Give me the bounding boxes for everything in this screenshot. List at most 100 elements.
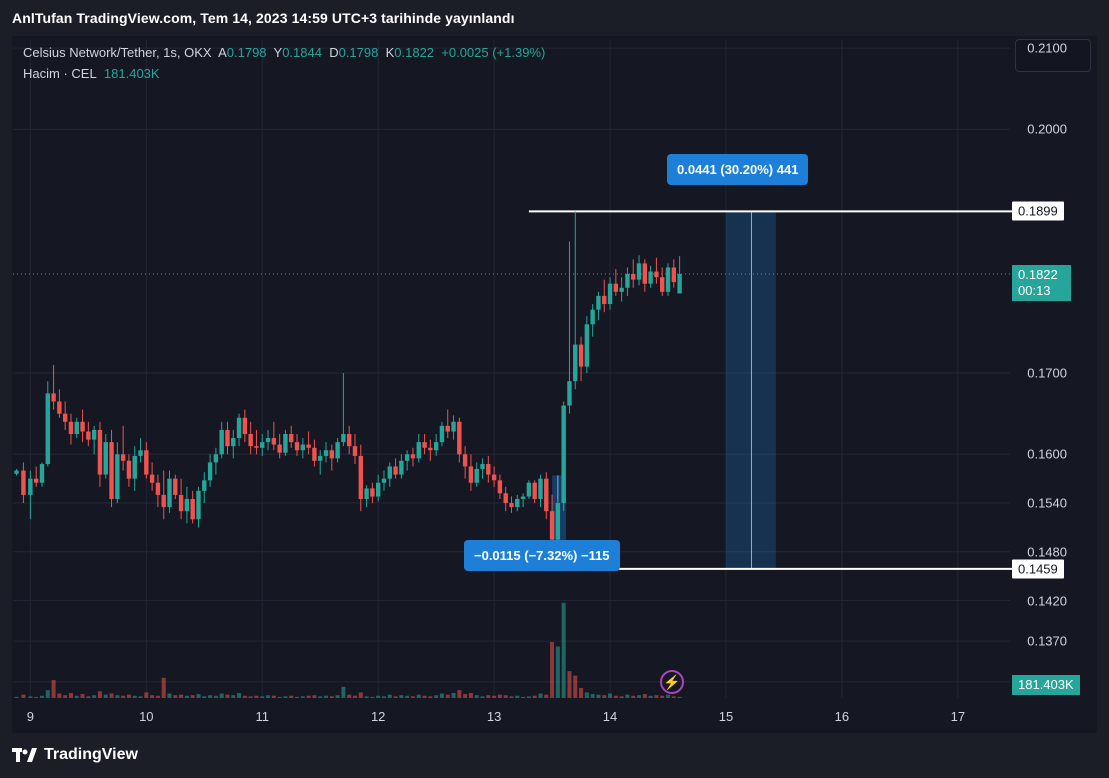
volume-bar <box>660 695 665 698</box>
volume-bar <box>677 696 682 698</box>
candle-body <box>404 454 410 461</box>
candle-body <box>433 442 439 451</box>
volume-bar <box>115 695 120 698</box>
volume-bar <box>538 693 543 698</box>
top-right-button[interactable] <box>1015 39 1091 72</box>
volume-bar <box>21 694 26 698</box>
volume-bar <box>213 695 218 698</box>
flash-icon[interactable]: ⚡ <box>660 670 684 694</box>
volume-bar <box>237 692 242 698</box>
legend-close-label: K <box>385 45 395 60</box>
price-tick-label: 0.1540 <box>1027 495 1067 511</box>
candle-body <box>561 405 566 504</box>
candle-body <box>428 447 433 451</box>
volume-bar <box>225 694 230 698</box>
candle-body <box>109 442 114 499</box>
volume-bar <box>57 693 62 698</box>
time-tick-label: 10 <box>139 709 154 724</box>
volume-bar <box>666 694 671 698</box>
candle-body <box>457 421 462 455</box>
volume-bar <box>642 694 647 698</box>
candle-body <box>602 295 607 305</box>
volume-bar <box>324 695 329 698</box>
candle-body <box>468 466 474 483</box>
candle-body <box>254 446 259 448</box>
volume-bar <box>144 692 149 698</box>
candle-body <box>375 482 381 497</box>
volume-bar <box>376 695 381 698</box>
volume-bar <box>631 695 636 698</box>
volume-bar <box>521 696 526 698</box>
legend-high-label: Y <box>273 45 283 60</box>
candle-body <box>526 482 532 497</box>
time-tick-label: 13 <box>486 709 502 724</box>
time-tick-label: 16 <box>834 709 850 724</box>
volume-bar <box>63 695 68 698</box>
candle-body <box>520 496 526 499</box>
measure-label-up[interactable]: 0.0441 (30.20%) 441 <box>667 154 809 185</box>
volume-bar <box>584 692 589 698</box>
candle-body <box>648 271 653 284</box>
candle-body <box>265 438 271 443</box>
volume-bar <box>613 695 618 698</box>
candle-body <box>277 444 282 453</box>
volume-bar <box>509 696 514 698</box>
volume-bar <box>405 695 410 698</box>
volume-bar <box>364 696 369 698</box>
volume-bar <box>341 686 346 698</box>
legend-ohlc: Celsius Network/Tether, 1s, OKX A0.1798 … <box>23 45 545 60</box>
volume-bar <box>329 696 334 698</box>
volume-bar <box>138 696 143 698</box>
volume-bar <box>51 680 56 698</box>
volume-bars <box>14 602 682 698</box>
candles <box>14 211 682 569</box>
volume-bar <box>300 696 305 698</box>
volume-bar <box>14 696 19 698</box>
candle-body <box>86 431 91 440</box>
volume-bar <box>289 695 294 698</box>
candle-body <box>300 444 306 451</box>
price-tick-label: 0.1480 <box>1027 544 1067 560</box>
volume-bar <box>260 696 265 698</box>
volume-bar <box>428 696 433 698</box>
candle-body <box>184 498 190 512</box>
volume-bar <box>393 696 398 698</box>
candle-body <box>207 462 213 481</box>
candle-body <box>312 447 317 461</box>
volume-bar <box>277 696 282 698</box>
volume-bar <box>463 694 468 698</box>
volume-bar <box>486 695 491 698</box>
price-tick-label: 0.1420 <box>1027 593 1067 609</box>
chart-frame[interactable] <box>12 36 1097 733</box>
candle-body <box>57 401 62 414</box>
price-tick-label: 0.1370 <box>1027 633 1067 649</box>
candle-body <box>410 454 416 459</box>
volume-bar <box>602 695 607 698</box>
candle-body <box>242 417 248 434</box>
current-price: 0.1822 <box>1018 266 1058 282</box>
volume-bar <box>648 695 653 698</box>
candle-body <box>607 283 613 305</box>
legend-low-label: D <box>329 45 339 60</box>
volume-bar <box>445 694 450 698</box>
volume-bar <box>121 695 126 698</box>
measure-label-down[interactable]: −0.0115 (−7.32%) −115 <box>464 540 620 571</box>
time-tick-label: 11 <box>255 709 270 724</box>
candle-body <box>538 478 543 499</box>
volume-bar <box>526 696 531 698</box>
volume-bar <box>161 677 166 698</box>
volume-bar <box>202 696 207 698</box>
volume-bar <box>92 695 97 698</box>
candle-body <box>387 466 392 479</box>
candle-body <box>155 482 161 495</box>
candle-body <box>341 433 346 443</box>
volume-bar <box>150 695 155 698</box>
candle-body <box>74 421 79 434</box>
volume-bar <box>625 694 630 698</box>
candle-body <box>503 493 508 504</box>
legend-change: +0.0025 (+1.39%) <box>441 45 546 60</box>
volume-bar <box>196 694 201 698</box>
candle-body <box>399 460 404 475</box>
volume-bar <box>295 696 300 698</box>
